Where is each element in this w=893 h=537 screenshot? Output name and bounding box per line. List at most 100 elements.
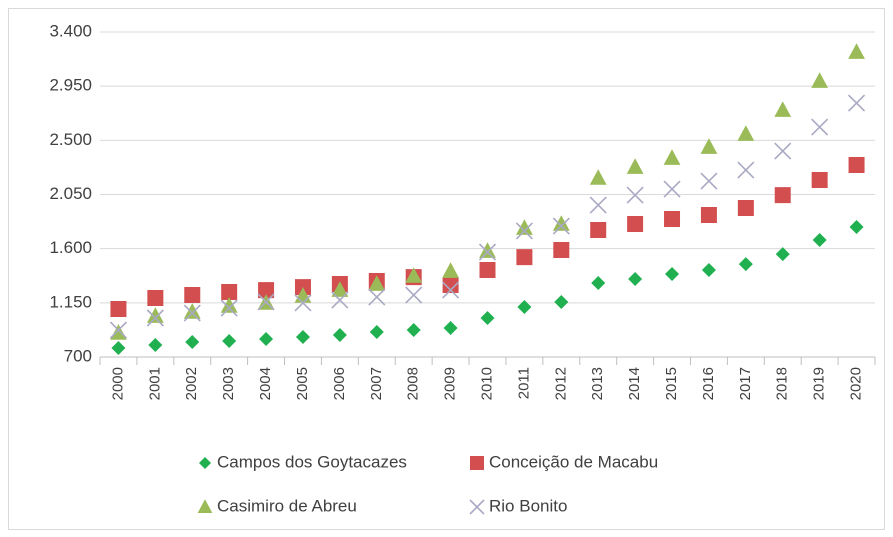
- data-point: [183, 303, 201, 319]
- data-point: [737, 125, 755, 141]
- y-tick-label: 700: [64, 346, 92, 365]
- y-tick-label: 3.400: [49, 21, 92, 40]
- data-point: [111, 340, 126, 355]
- data-point: [442, 262, 459, 278]
- data-point: [665, 266, 680, 281]
- data-point: [700, 206, 717, 223]
- x-tick-label: 2019: [811, 367, 828, 400]
- data-point: [811, 172, 828, 189]
- x-tick-label: 2017: [737, 367, 754, 400]
- data-point: [627, 215, 644, 232]
- data-point: [146, 309, 164, 327]
- data-point: [479, 242, 496, 258]
- data-point: [774, 142, 792, 160]
- data-point: [589, 169, 607, 185]
- data-point: [775, 247, 790, 262]
- data-point: [626, 158, 644, 174]
- x-tick-label: 2015: [663, 367, 680, 400]
- chart-frame: [8, 8, 885, 530]
- data-point: [774, 101, 792, 117]
- legend-label: Campos dos Goytacazes: [217, 452, 407, 471]
- data-point: [664, 211, 681, 228]
- data-point: [183, 304, 201, 322]
- data-point: [478, 243, 497, 261]
- y-tick-label: 1.600: [49, 238, 92, 257]
- legend-label: Conceição de Macabu: [489, 452, 658, 471]
- data-point: [479, 261, 496, 278]
- data-point: [848, 43, 865, 59]
- data-point: [221, 284, 238, 300]
- data-point: [369, 324, 384, 339]
- data-point: [663, 149, 681, 165]
- data-point: [849, 220, 864, 234]
- data-point: [294, 294, 312, 312]
- data-point: [700, 138, 718, 154]
- data-point: [443, 320, 458, 335]
- x-tick-label: 2012: [552, 367, 569, 400]
- data-point: [701, 262, 716, 277]
- x-tick-label: 2010: [478, 367, 495, 400]
- data-point: [847, 94, 866, 112]
- data-point: [331, 291, 349, 309]
- data-point: [368, 288, 386, 306]
- data-point: [220, 297, 238, 313]
- legend-marker: [469, 499, 485, 515]
- data-point: [626, 186, 644, 204]
- x-tick-label: 2006: [331, 367, 348, 400]
- x-tick-label: 2011: [515, 367, 532, 399]
- data-point: [257, 293, 275, 311]
- data-point: [554, 294, 569, 309]
- legend-label: Rio Bonito: [489, 496, 567, 515]
- legend-marker: [197, 499, 213, 513]
- x-tick-label: 2013: [589, 367, 606, 400]
- data-point: [295, 330, 310, 345]
- data-point: [148, 337, 163, 352]
- data-point: [516, 249, 533, 266]
- data-point: [515, 222, 533, 240]
- data-point: [294, 279, 311, 296]
- data-point: [590, 222, 607, 239]
- data-point: [110, 324, 127, 340]
- data-point: [110, 300, 127, 317]
- x-tick-label: 2008: [405, 367, 422, 400]
- data-point: [442, 281, 460, 299]
- data-point: [222, 333, 237, 348]
- data-point: [259, 331, 274, 346]
- data-point: [628, 272, 643, 286]
- data-point: [405, 267, 423, 283]
- x-tick-label: 2009: [442, 367, 459, 400]
- data-point: [185, 334, 200, 349]
- x-tick-label: 2014: [626, 367, 643, 400]
- data-point: [811, 118, 829, 136]
- data-point: [147, 290, 164, 307]
- legend-marker: [470, 456, 484, 470]
- data-point: [774, 187, 791, 204]
- x-tick-label: 2004: [257, 367, 274, 400]
- data-point: [552, 215, 570, 231]
- data-point: [700, 172, 718, 190]
- x-tick-label: 2018: [774, 367, 791, 400]
- data-point: [738, 257, 753, 272]
- data-point: [591, 275, 606, 290]
- y-tick-label: 2.950: [49, 76, 92, 95]
- data-point: [332, 327, 347, 342]
- x-tick-label: 2000: [109, 367, 126, 400]
- data-point: [516, 219, 533, 235]
- data-point: [737, 161, 755, 179]
- x-tick-label: 2002: [183, 367, 200, 400]
- legend-marker: [199, 457, 211, 469]
- data-point: [405, 286, 423, 304]
- data-point: [442, 277, 459, 294]
- x-tick-label: 2016: [700, 367, 717, 400]
- data-point: [552, 217, 570, 235]
- data-point: [146, 307, 164, 323]
- data-point: [737, 199, 754, 216]
- data-point: [480, 311, 495, 325]
- x-tick-label: 2020: [848, 367, 865, 400]
- x-tick-label: 2005: [294, 367, 311, 400]
- data-point: [589, 196, 607, 214]
- data-point: [331, 281, 349, 297]
- data-point: [184, 287, 201, 304]
- data-point: [812, 233, 827, 247]
